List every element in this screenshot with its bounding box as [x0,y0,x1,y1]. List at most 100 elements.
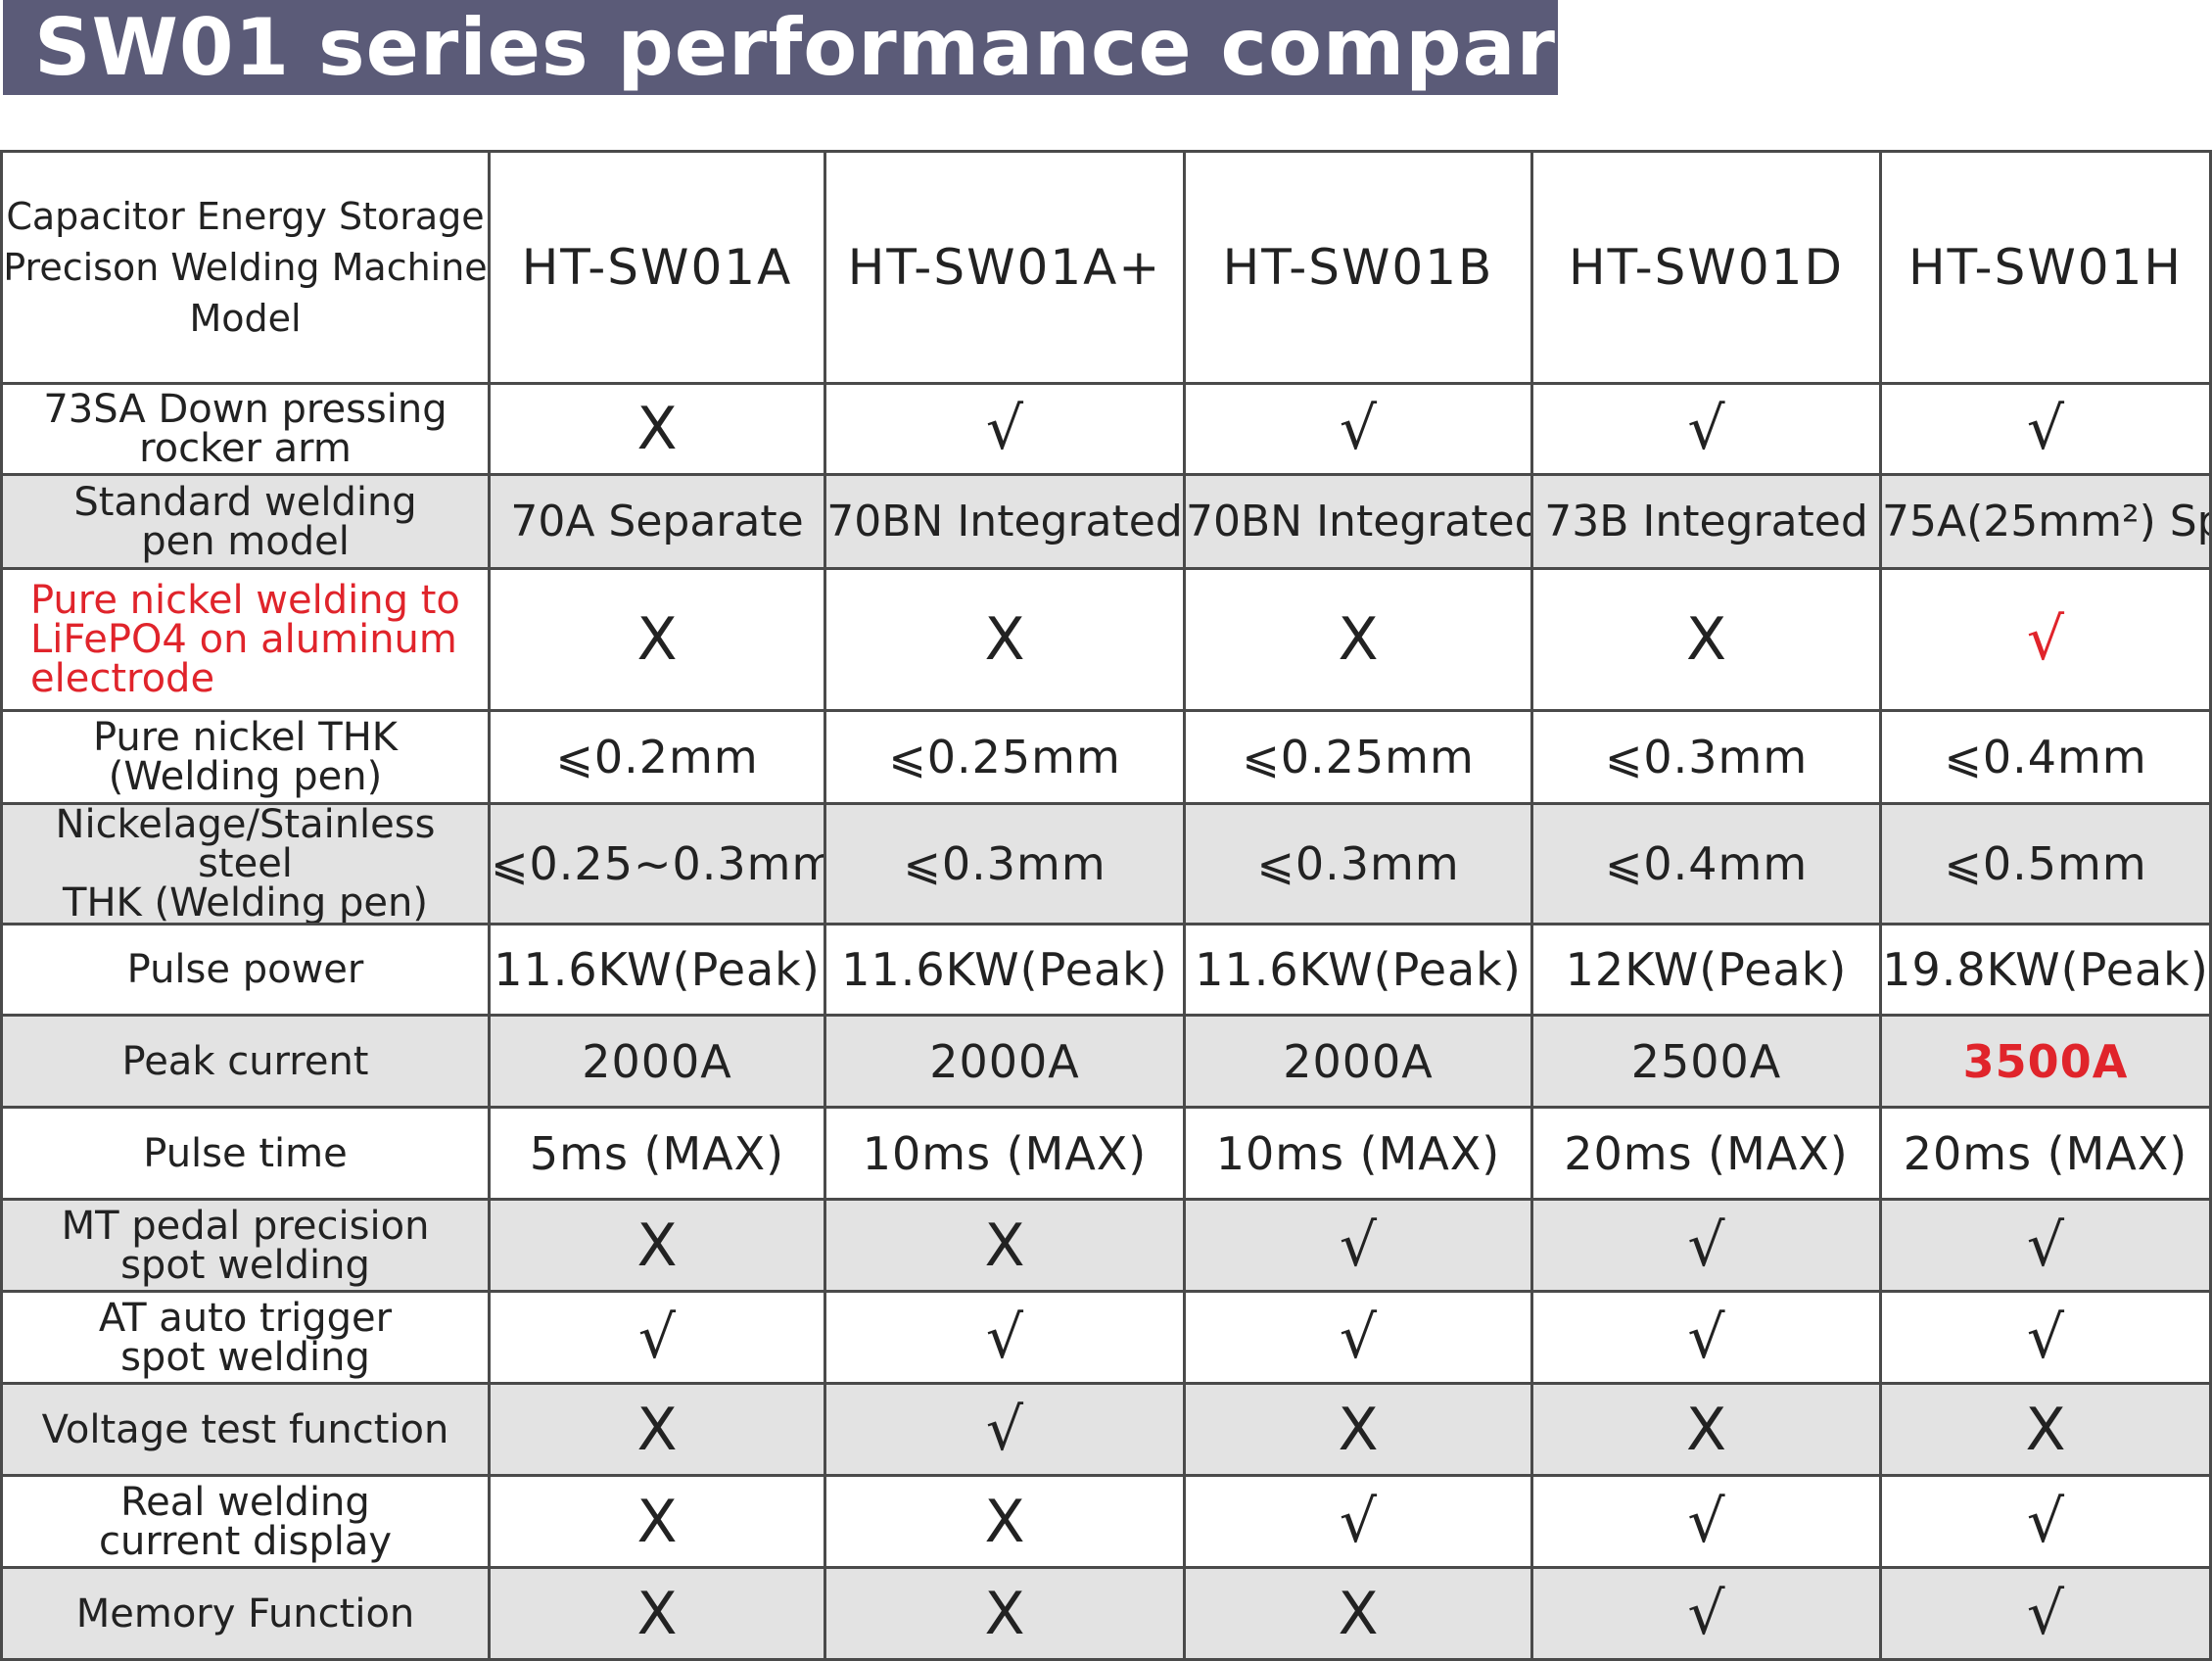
check-icon: √ [1530,1474,1882,1569]
cell-peak-current-sw01d: 2500A [1530,1014,1882,1109]
cell-nickelage-thk-sw01h: ⩽0.5mm [1879,802,2212,925]
comparison-table: Capacitor Energy Storage Precison Weldin… [0,150,2212,1661]
check-icon: √ [1530,1198,1882,1293]
row-label-rocker-arm: 73SA Down pressing rocker arm [0,382,491,476]
cross-icon: X [1183,567,1533,712]
model-header-sw01a: HT-SW01A [488,150,826,385]
cell-nickelage-thk-sw01b: ⩽0.3mm [1183,802,1533,925]
cell-pen-model-sw01d: 73B Integrated [1530,473,1882,570]
cross-icon: X [1183,1382,1533,1477]
row-label-memory-function: Memory Function [0,1566,491,1661]
check-icon: √ [1183,1290,1533,1385]
cross-icon: X [1530,567,1882,712]
row-label-voltage-test: Voltage test function [0,1382,491,1477]
cell-pulse-power-sw01d: 12KW(Peak) [1530,923,1882,1017]
cell-pure-nickel-thk-sw01d: ⩽0.3mm [1530,709,1882,805]
check-icon: √ [1530,1290,1882,1385]
header-model-label: Capacitor Energy Storage Precison Weldin… [0,150,491,385]
check-icon: √ [1879,1474,2212,1569]
table-row: Pure nickel welding to LiFePO4 on alumin… [0,567,2212,712]
model-header-sw01b: HT-SW01B [1183,150,1533,385]
cross-icon: X [1879,1382,2212,1477]
row-label-mt-pedal: MT pedal precision spot welding [0,1198,491,1293]
cell-peak-current-sw01h: 3500A [1879,1014,2212,1109]
table-row: Standard welding pen model 70A Separate 70… [0,473,2212,570]
row-label-pen-model: Standard welding pen model [0,473,491,570]
table-row: Voltage test function X √ X X X [0,1382,2212,1477]
cross-icon: X [824,1566,1186,1661]
cross-icon: X [488,1382,826,1477]
cell-pulse-power-sw01h: 19.8KW(Peak) [1879,923,2212,1017]
check-icon: √ [824,382,1186,476]
header-row: Capacitor Energy Storage Precison Weldin… [0,150,2212,385]
cell-peak-current-sw01a-plus: 2000A [824,1014,1186,1109]
cross-icon: X [488,1198,826,1293]
cell-peak-current-sw01b: 2000A [1183,1014,1533,1109]
check-icon: √ [824,1290,1186,1385]
cell-pen-model-sw01a: 70A Separate [488,473,826,570]
cell-pulse-power-sw01b: 11.6KW(Peak) [1183,923,1533,1017]
row-label-peak-current: Peak current [0,1014,491,1109]
model-header-sw01a-plus: HT-SW01A+ [824,150,1186,385]
check-icon: √ [824,1382,1186,1477]
page-title: SW01 series performance comparison [3,0,1742,95]
cross-icon: X [824,1198,1186,1293]
cross-icon: X [488,382,826,476]
table-row: Pulse power 11.6KW(Peak) 11.6KW(Peak) 11.6K… [0,923,2212,1017]
model-header-sw01h: HT-SW01H [1879,150,2212,385]
cell-pen-model-sw01b: 70BN Integrated [1183,473,1533,570]
table-row: Pure nickel THK (Welding pen) ⩽0.2mm ⩽0.25… [0,709,2212,805]
table-row: Nickelage/Stainless steel THK (Welding p… [0,802,2212,925]
row-label-current-display: Real welding current display [0,1474,491,1569]
check-icon: √ [1879,382,2212,476]
cell-pulse-time-sw01d: 20ms (MAX) [1530,1106,1882,1201]
row-label-pure-nickel-lifepo4: Pure nickel welding to LiFePO4 on alumin… [0,567,491,712]
cell-pulse-time-sw01b: 10ms (MAX) [1183,1106,1533,1201]
check-icon: √ [1879,1566,2212,1661]
check-icon: √ [488,1290,826,1385]
model-header-sw01d: HT-SW01D [1530,150,1882,385]
table-row: AT auto trigger spot welding √ √ √ √ √ [0,1290,2212,1385]
cross-icon: X [1530,1382,1882,1477]
row-label-nickelage-thk: Nickelage/Stainless steel THK (Welding p… [0,802,491,925]
table-row: 73SA Down pressing rocker arm X √ √ √ √ [0,382,2212,476]
table-row: Peak current 2000A 2000A 2000A 2500A 3500A [0,1014,2212,1109]
check-icon: √ [1530,1566,1882,1661]
check-icon: √ [1183,1474,1533,1569]
cross-icon: X [824,567,1186,712]
table-row: Pulse time 5ms (MAX) 10ms (MAX) 10ms (MAX) 2… [0,1106,2212,1201]
table-row: MT pedal precision spot welding X X √ √ √ [0,1198,2212,1293]
table-row: Real welding current display X X √ √ √ [0,1474,2212,1569]
cell-pulse-time-sw01a-plus: 10ms (MAX) [824,1106,1186,1201]
cell-pure-nickel-thk-sw01a: ⩽0.2mm [488,709,826,805]
check-icon: √ [1530,382,1882,476]
check-icon: √ [1183,382,1533,476]
row-label-pure-nickel-thk: Pure nickel THK (Welding pen) [0,709,491,805]
cell-nickelage-thk-sw01a-plus: ⩽0.3mm [824,802,1186,925]
cell-pulse-power-sw01a-plus: 11.6KW(Peak) [824,923,1186,1017]
cell-pulse-time-sw01a: 5ms (MAX) [488,1106,826,1201]
check-icon: √ [1183,1198,1533,1293]
cross-icon: X [488,567,826,712]
cell-pen-model-sw01a-plus: 70BN Integrated [824,473,1186,570]
cell-nickelage-thk-sw01a: ⩽0.25~0.3mm [488,802,826,925]
row-label-at-auto-trigger: AT auto trigger spot welding [0,1290,491,1385]
check-icon: √ [1879,1290,2212,1385]
cell-pure-nickel-thk-sw01b: ⩽0.25mm [1183,709,1533,805]
cross-icon: X [824,1474,1186,1569]
cell-nickelage-thk-sw01d: ⩽0.4mm [1530,802,1882,925]
table-row: Memory Function X X X √ √ [0,1566,2212,1661]
cell-peak-current-sw01a: 2000A [488,1014,826,1109]
row-label-pulse-power: Pulse power [0,923,491,1017]
cell-pure-nickel-thk-sw01a-plus: ⩽0.25mm [824,709,1186,805]
cell-pulse-power-sw01a: 11.6KW(Peak) [488,923,826,1017]
cross-icon: X [1183,1566,1533,1661]
check-icon: √ [1879,567,2212,712]
cell-pen-model-sw01h: 75A(25mm²) Split [1879,473,2212,570]
cell-pulse-time-sw01h: 20ms (MAX) [1879,1106,2212,1201]
cross-icon: X [488,1566,826,1661]
cross-icon: X [488,1474,826,1569]
row-label-pulse-time: Pulse time [0,1106,491,1201]
cell-pure-nickel-thk-sw01h: ⩽0.4mm [1879,709,2212,805]
check-icon: √ [1879,1198,2212,1293]
